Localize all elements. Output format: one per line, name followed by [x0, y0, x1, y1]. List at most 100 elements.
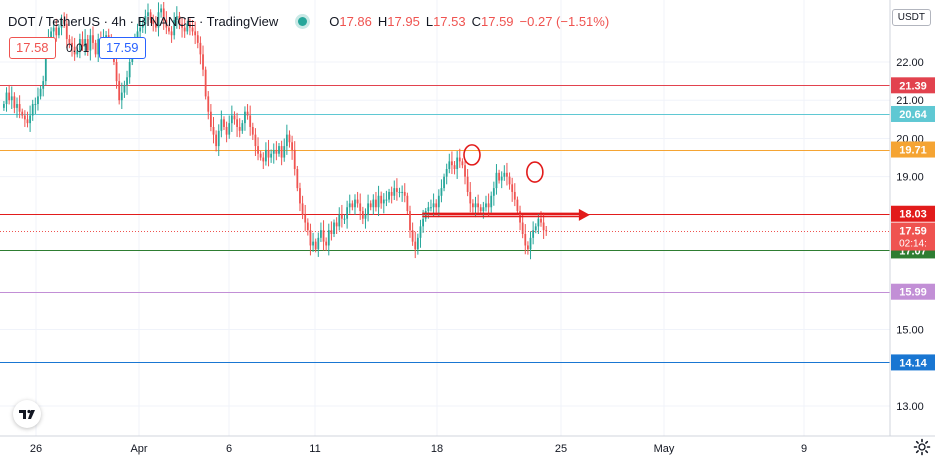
symbol-title[interactable]: DOT / TetherUS · 4h · BINANCE · TradingV…	[8, 13, 279, 29]
candle	[453, 165, 456, 170]
candle	[89, 35, 92, 51]
candle	[194, 31, 197, 36]
candle	[406, 195, 409, 212]
candle	[160, 8, 162, 13]
candle	[414, 241, 417, 250]
candle	[325, 241, 328, 246]
candle	[495, 172, 498, 189]
candle	[50, 31, 52, 40]
candle	[191, 27, 194, 32]
candle	[471, 203, 474, 208]
candle	[37, 96, 39, 105]
high-label: H	[377, 13, 388, 29]
candle	[136, 31, 139, 40]
candle	[157, 12, 160, 28]
candle	[241, 123, 244, 131]
candle	[390, 191, 393, 196]
candle	[437, 195, 440, 208]
candle	[270, 153, 273, 158]
candle	[330, 230, 333, 234]
candle	[430, 207, 432, 209]
candle	[262, 157, 265, 162]
last-price-tag-bg	[891, 222, 935, 251]
candle	[230, 115, 233, 124]
candle	[513, 191, 516, 200]
high-value: 17.95	[387, 13, 420, 29]
candle	[448, 161, 451, 170]
open-label: O	[329, 13, 340, 29]
candle	[435, 203, 438, 208]
candle	[86, 39, 89, 51]
candle	[521, 222, 524, 234]
y-tick-label: 19.00	[896, 172, 924, 184]
price-tag: 20.64	[899, 109, 927, 121]
candle	[128, 62, 131, 78]
candle	[359, 203, 362, 212]
y-tick-label: 22.00	[896, 57, 924, 69]
low-value: 17.53	[433, 13, 466, 29]
candle	[254, 134, 257, 147]
candle	[68, 39, 71, 43]
candle	[181, 23, 183, 28]
tradingview-logo-icon[interactable]	[13, 400, 41, 428]
candle	[265, 149, 267, 162]
buy-button[interactable]: 17.59	[99, 37, 146, 59]
candle	[534, 226, 537, 231]
y-tick-label: 15.00	[896, 325, 924, 337]
candle	[354, 199, 356, 208]
candle	[76, 50, 79, 55]
candle	[58, 27, 60, 36]
candle	[204, 69, 207, 97]
candle	[202, 54, 204, 70]
annotation-ellipse[interactable]	[463, 144, 481, 166]
sell-button[interactable]: 17.58	[9, 37, 56, 59]
candle	[299, 188, 301, 204]
candle	[401, 191, 404, 193]
candle	[375, 199, 377, 208]
annotation-arrow-head[interactable]	[578, 208, 590, 221]
candle	[21, 111, 24, 116]
candle	[411, 230, 414, 242]
x-tick-label: 11	[309, 443, 320, 455]
price-tag: 21.39	[899, 80, 927, 92]
candle	[320, 230, 322, 238]
market-status-dot-icon	[298, 16, 308, 26]
chart-header: DOT / TetherUS · 4h · BINANCE · TradingV…	[8, 10, 609, 32]
candle	[508, 176, 511, 185]
gear-icon[interactable]	[913, 438, 931, 456]
candle	[301, 203, 304, 215]
price-tag: 18.03	[899, 209, 927, 221]
candle	[492, 188, 495, 196]
candle	[285, 134, 288, 147]
candle	[236, 119, 238, 127]
candle	[545, 230, 548, 232]
candle	[217, 130, 220, 147]
annotation-ellipse[interactable]	[526, 161, 544, 183]
candle	[26, 119, 29, 124]
candle	[244, 111, 246, 124]
candle	[10, 96, 13, 101]
candle	[317, 237, 320, 250]
candle	[443, 176, 445, 189]
candle	[84, 39, 87, 47]
candle	[532, 230, 535, 238]
candle	[73, 46, 76, 55]
candle	[409, 211, 411, 231]
spread-value: 0.01	[66, 41, 90, 55]
open-value: 17.86	[339, 13, 372, 29]
candle	[78, 39, 81, 51]
candle	[296, 169, 299, 189]
candle	[419, 226, 422, 238]
candle	[466, 176, 469, 192]
candle	[440, 188, 443, 196]
candle	[527, 245, 529, 250]
x-tick-label: 18	[431, 443, 443, 455]
candle	[115, 62, 118, 82]
candle	[196, 35, 199, 43]
candle	[424, 211, 427, 219]
candle	[39, 88, 42, 97]
candle	[506, 172, 508, 177]
x-tick-label: Apr	[130, 443, 147, 455]
currency-label[interactable]: USDT	[891, 9, 931, 26]
